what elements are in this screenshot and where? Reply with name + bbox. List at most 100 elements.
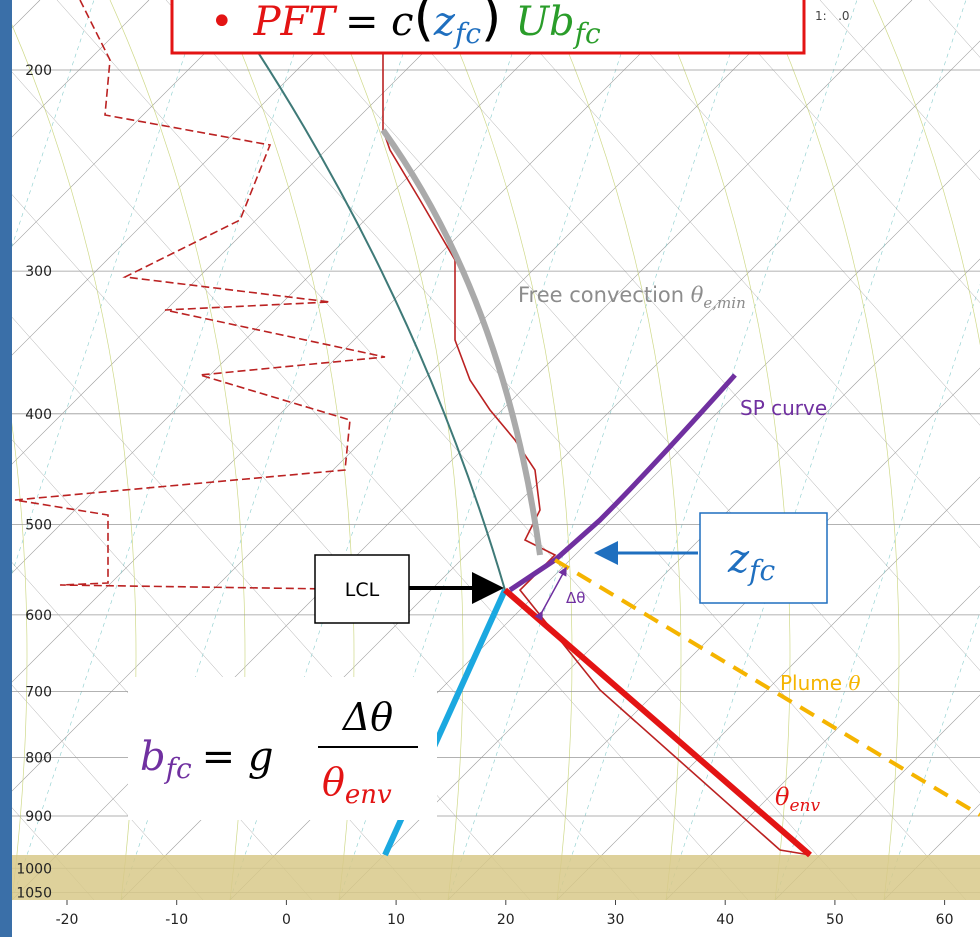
- sub: env: [345, 780, 392, 810]
- dry-adiabat-grid: [12, 71, 749, 900]
- lcl-label: LCL: [345, 579, 380, 601]
- pressure-label: 200: [25, 63, 52, 79]
- isotherm: [12, 0, 586, 574]
- pressure-label: 500: [25, 517, 52, 533]
- theta: θ: [775, 783, 790, 811]
- bullet: •: [210, 0, 234, 45]
- z: z: [727, 536, 750, 582]
- isotherm: [12, 0, 368, 356]
- b-sub: fc: [573, 17, 601, 50]
- isotherm: [12, 0, 477, 465]
- lcl-box: [314, 554, 410, 624]
- dry-adiabat-grid: [12, 684, 204, 900]
- free-convection-curve: [380, 128, 543, 556]
- paren: (: [414, 0, 434, 48]
- dry-adiabat-grid: [710, 0, 980, 304]
- sub: e,min: [703, 294, 745, 312]
- dry-adiabat-grid: [56, 0, 858, 900]
- z-sub: fc: [453, 17, 481, 50]
- moist-adiabat-grid: [436, 0, 573, 900]
- moist-adiabat: [249, 39, 506, 591]
- theta-env-label: θenv: [775, 783, 820, 816]
- symbol: θ: [691, 283, 704, 307]
- isotherm: [774, 694, 980, 900]
- delta-theta-arrow: [534, 566, 567, 621]
- title-formula: • PFT = c(zfc) Ubfc: [210, 0, 601, 50]
- lhs: PFT: [253, 0, 339, 45]
- moist-adiabat-grid: [654, 0, 791, 900]
- mixing-ratio: [774, 284, 980, 900]
- temperature-label: 40: [716, 912, 734, 928]
- temperature-label: -20: [56, 912, 79, 928]
- dry-adiabat-grid: [601, 0, 980, 426]
- pressure-label: 900: [25, 809, 52, 825]
- moist-adiabat-grid: [12, 422, 28, 900]
- isotherm: [338, 258, 980, 900]
- theta: θ: [322, 760, 345, 804]
- sp-curve: [508, 373, 737, 593]
- moist-adiabat-grid: [872, 0, 980, 346]
- title-box: [170, 0, 806, 55]
- temperature-label: -10: [165, 912, 188, 928]
- dry-adiabat-grid: [165, 0, 967, 900]
- mixing-ratio: [447, 0, 749, 900]
- isotherm: [447, 367, 980, 900]
- corner-note: 1: .0: [815, 9, 850, 23]
- plume-label: Plume θ: [780, 671, 860, 695]
- side-strip: [0, 0, 12, 937]
- b: b: [140, 734, 166, 780]
- mixing-ratio: [120, 0, 422, 900]
- mixing-ratio: [12, 0, 204, 574]
- z: z: [433, 0, 456, 45]
- dry-adiabat-grid: [492, 0, 980, 549]
- mixing-ratio: [229, 0, 531, 900]
- dry-adiabat-grid: [12, 194, 640, 900]
- sub: env: [789, 796, 820, 816]
- temperature-label: 20: [497, 912, 515, 928]
- pressure-label: 400: [25, 407, 52, 423]
- sp-curve-label: SP curve: [740, 396, 827, 420]
- free-convection-label: Free convection θe,min: [518, 283, 746, 312]
- delta-theta-label: Δθ: [566, 589, 585, 607]
- mixing-ratio: [665, 0, 967, 900]
- isotherm: [12, 0, 804, 792]
- dry-adiabat-grid: [383, 0, 980, 671]
- isotherm: [665, 585, 980, 900]
- temperature-label: 10: [387, 912, 405, 928]
- temperature-label: 0: [282, 912, 291, 928]
- dry-adiabat-grid: [274, 0, 980, 794]
- isotherm: [556, 476, 980, 900]
- moist-adiabat-grid: [545, 0, 682, 900]
- sub: fc: [747, 554, 775, 587]
- pressure-label: 700: [25, 684, 52, 700]
- b: b: [549, 0, 575, 45]
- pressure-label: 1000: [16, 861, 52, 877]
- pressure-label: 1050: [16, 885, 52, 901]
- text: Plume: [780, 671, 848, 695]
- formula: bfc = g: [140, 734, 274, 785]
- zfc-box: [699, 512, 828, 604]
- pressure-label: 300: [25, 264, 52, 280]
- dry-adiabat-grid: [819, 0, 980, 181]
- dewpoint-profile: [14, 0, 401, 591]
- moist-adiabat-grid: [763, 0, 900, 900]
- isotherm: [12, 0, 695, 683]
- mixing-ratio: [12, 0, 313, 900]
- zfc-label: zfc: [727, 536, 775, 587]
- equals: = c: [345, 0, 414, 45]
- equals: = g: [202, 734, 274, 780]
- denominator: θenv: [322, 760, 392, 810]
- text: Free convection: [518, 283, 691, 307]
- symbol: θ: [848, 671, 860, 695]
- exponent: U: [515, 0, 550, 45]
- isotherm: [12, 0, 259, 247]
- mixing-ratio: [556, 0, 858, 900]
- pressure-label: 600: [25, 608, 52, 624]
- formula-box: [128, 677, 437, 820]
- ground-band: [12, 855, 980, 900]
- paren: ): [481, 0, 501, 48]
- temperature-label: 60: [936, 912, 954, 928]
